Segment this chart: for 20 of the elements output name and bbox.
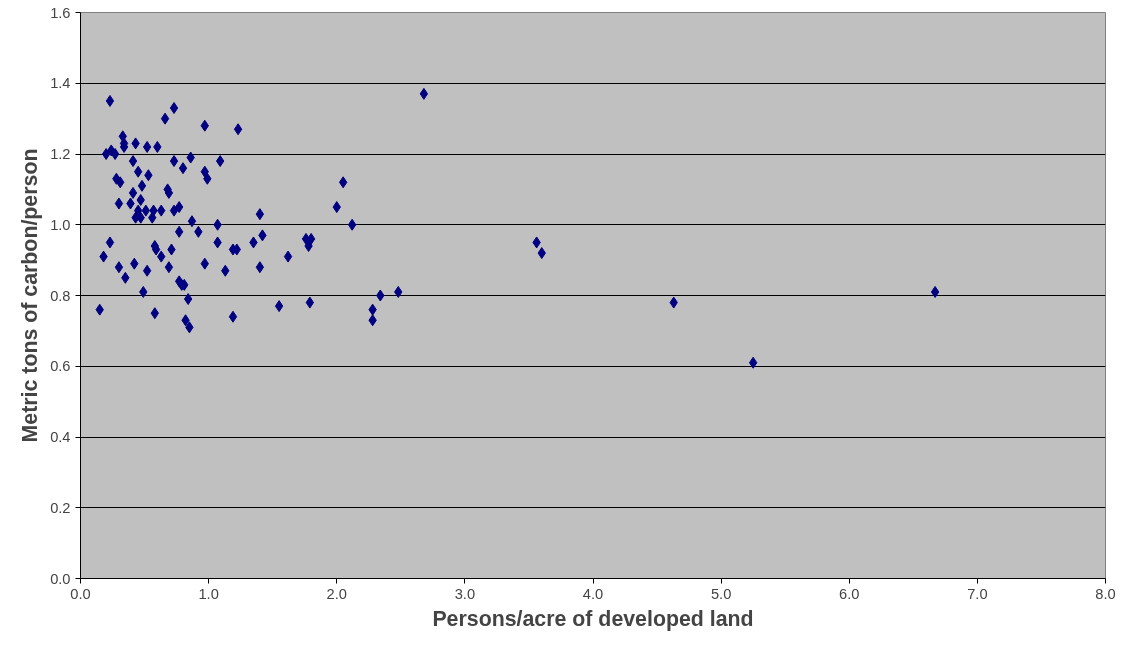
y-tick-label: 1.2 [50, 146, 71, 162]
x-tick-label: 8.0 [1095, 585, 1116, 602]
y-tick-label: 1.6 [50, 4, 71, 21]
x-tick-label: 4.0 [582, 585, 604, 602]
y-tick-label: 0.0 [50, 570, 71, 587]
y-tick-label: 0.4 [50, 429, 71, 445]
y-tick-label: 1.0 [50, 216, 71, 233]
y-tick-label: 0.2 [50, 499, 71, 516]
x-tick-label: 5.0 [710, 585, 732, 602]
x-tick-label: 6.0 [839, 585, 860, 602]
x-tick-label: 0.0 [70, 585, 91, 602]
x-tick-label: 7.0 [967, 585, 988, 602]
y-axis-title: Metric tons of carbon/person [18, 148, 43, 443]
x-tick-label: 3.0 [454, 585, 476, 602]
x-tick-label: 1.0 [198, 585, 219, 602]
y-tick-label: 0.8 [50, 287, 71, 304]
y-tick-label: 1.4 [50, 75, 71, 92]
x-tick-label: 2.0 [326, 585, 347, 602]
y-tick-label: 0.6 [50, 358, 71, 375]
x-axis-title: Persons/acre of developed land [432, 606, 754, 631]
